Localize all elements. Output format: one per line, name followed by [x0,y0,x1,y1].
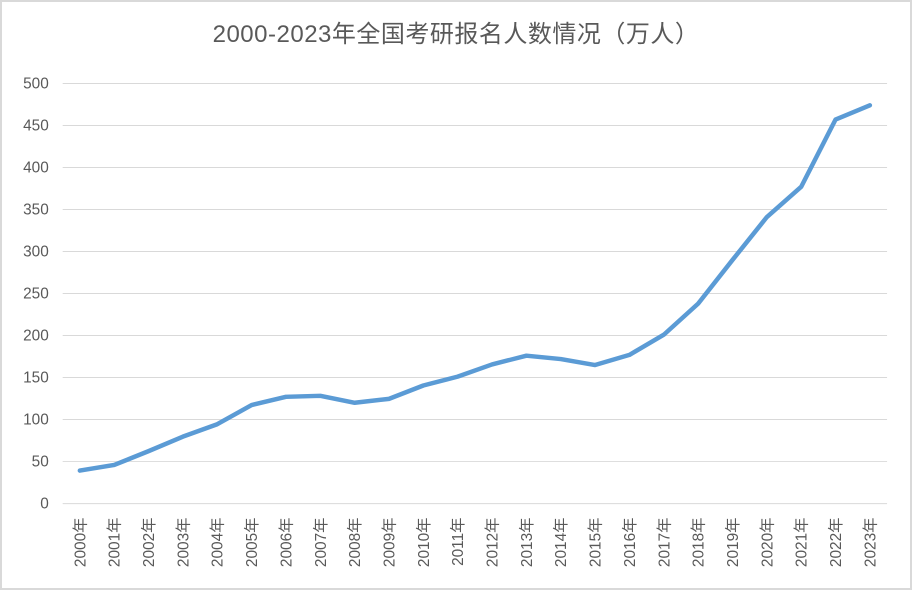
y-axis-tick-label: 400 [23,159,49,176]
x-axis-tick-label: 2002年 [140,517,158,567]
x-axis-tick-label: 2023年 [861,517,879,567]
x-axis-tick-label: 2000年 [71,517,89,567]
y-axis-tick-label: 500 [23,75,49,92]
y-axis-tick-label: 350 [23,201,49,218]
x-axis-tick-label: 2018年 [690,517,708,567]
x-axis-tick-label: 2001年 [106,517,124,567]
x-axis-tick-label: 2009年 [380,517,398,567]
x-axis-tick-label: 2012年 [484,517,502,567]
x-axis-tick-label: 2017年 [655,517,673,567]
y-axis-tick-label: 150 [23,370,49,387]
x-axis-tick-label: 2010年 [415,517,433,567]
x-axis-labels: 2000年 2001年 2002年 2003年 2004年 2005年 2006年 2007年… [71,517,879,567]
x-axis-tick-label: 2020年 [758,517,776,567]
x-axis-tick-label: 2005年 [243,517,261,567]
x-axis-tick-label: 2007年 [312,517,330,567]
y-axis-tick-label: 450 [23,117,49,134]
x-axis-tick-label: 2022年 [827,517,845,567]
y-axis-tick-label: 300 [23,243,49,260]
x-axis-tick-label: 2021年 [793,517,811,567]
y-axis-tick-label: 0 [40,496,49,513]
y-axis-labels: 0 50 100 150 200 250 300 350 400 450 500 [23,75,49,512]
gridlines [62,82,888,505]
y-axis-tick-label: 200 [23,327,49,344]
chart-title: 2000-2023年全国考研报名人数情况（万人） [212,21,700,48]
x-axis-tick-label: 2014年 [552,517,570,567]
line-series [77,103,873,473]
x-axis-tick-label: 2016年 [621,517,639,567]
x-axis-tick-label: 2019年 [724,517,742,567]
x-axis-tick-label: 2015年 [587,517,605,567]
y-axis-tick-label: 250 [23,285,49,302]
y-axis-tick-label: 50 [32,454,49,471]
x-axis-tick-label: 2011年 [449,517,467,565]
x-axis-tick-label: 2004年 [209,517,227,567]
y-axis-tick-label: 100 [23,412,49,429]
x-axis-tick-label: 2006年 [277,517,295,567]
x-axis-tick-label: 2013年 [518,517,536,567]
x-axis-tick-label: 2003年 [174,517,192,567]
series-group [77,103,873,473]
x-axis-tick-label: 2008年 [346,517,364,567]
